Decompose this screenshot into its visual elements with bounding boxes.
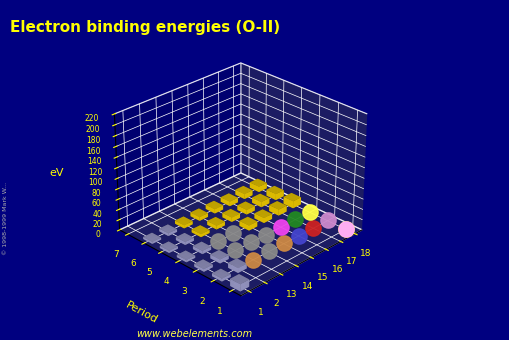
Text: © 1998-1999 Mark W...: © 1998-1999 Mark W... [3, 182, 8, 255]
Text: www.webelements.com: www.webelements.com [135, 328, 251, 339]
Text: Electron binding energies (O-II): Electron binding energies (O-II) [10, 20, 280, 35]
Y-axis label: Period: Period [123, 301, 159, 326]
